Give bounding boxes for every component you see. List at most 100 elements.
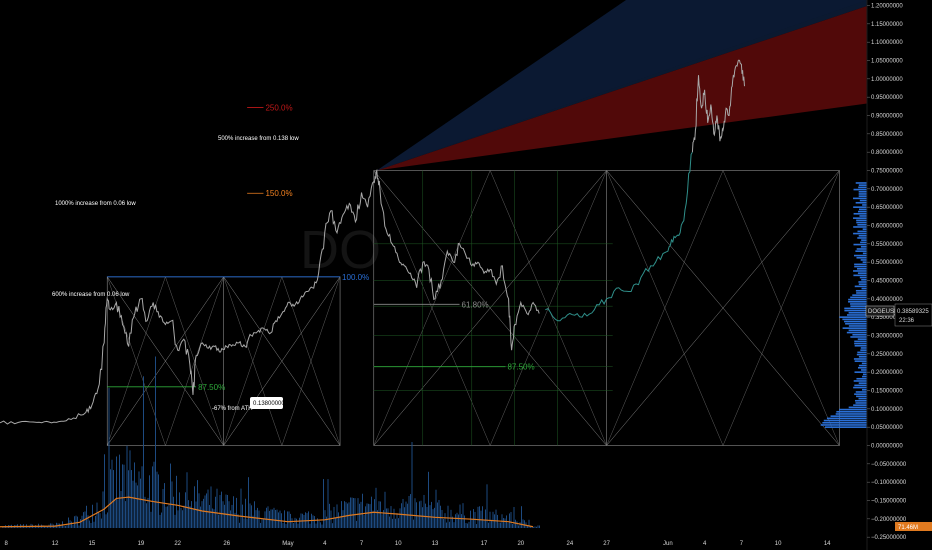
- price-line-projection: [545, 151, 693, 322]
- y-tick-label: 1.15000000: [871, 22, 903, 28]
- x-tick-label: 4: [703, 541, 707, 547]
- volume-bar: [503, 518, 504, 528]
- y-tick-label: −0.25000000: [871, 535, 907, 541]
- profile-bar: [859, 199, 867, 202]
- volume-bar: [303, 515, 305, 528]
- profile-bar: [822, 421, 867, 424]
- volume-bar: [485, 509, 486, 528]
- volume-bar: [122, 464, 123, 528]
- volume-bar: [186, 472, 188, 528]
- volume-bar: [230, 510, 231, 528]
- volume-bar: [101, 518, 102, 528]
- volume-bar: [150, 511, 152, 528]
- volume-bar: [240, 488, 242, 528]
- low-price-label: 0.13800000: [253, 401, 285, 407]
- volume-bar: [363, 514, 365, 528]
- volume-bar: [342, 510, 344, 528]
- profile-bar: [853, 206, 867, 208]
- volume-bar: [437, 502, 438, 528]
- volume-bar: [389, 516, 390, 528]
- volume-bar: [516, 521, 518, 528]
- profile-bar: [850, 305, 867, 307]
- y-tick-label: 0.35000000: [871, 315, 903, 321]
- volume-bar: [495, 509, 497, 528]
- volume-bar: [455, 514, 456, 528]
- profile-bar: [852, 333, 867, 336]
- volume-bar: [383, 510, 384, 528]
- x-tick-label: 22: [174, 541, 181, 547]
- profile-bar: [854, 371, 867, 373]
- profile-bar: [853, 404, 867, 406]
- volume-bar: [536, 526, 537, 528]
- volume-bar: [168, 504, 170, 528]
- volume-bar: [338, 512, 339, 528]
- profile-bar: [854, 265, 867, 268]
- x-tick-label: 20: [517, 541, 524, 547]
- profile-bar: [855, 182, 867, 184]
- volume-tag: [895, 522, 932, 531]
- volume-bar: [450, 509, 452, 528]
- price-line-dogeusd: [0, 168, 540, 425]
- volume-bar: [335, 517, 336, 528]
- volume-bar: [179, 492, 180, 528]
- y-tick-label: 1.05000000: [871, 59, 903, 65]
- volume-bar: [227, 494, 228, 528]
- volume-bar: [471, 518, 473, 528]
- volume-bar: [287, 511, 288, 528]
- volume-bar: [285, 524, 287, 528]
- fib-label: 250.0%: [265, 103, 292, 112]
- volume-ma: [0, 496, 534, 528]
- volume-bar: [404, 507, 405, 528]
- volume-bar: [65, 525, 66, 528]
- fib-label: 87.50%: [507, 363, 534, 372]
- volume-bar: [534, 526, 536, 528]
- gann-fan-line: [165, 276, 224, 446]
- profile-bar: [853, 212, 867, 215]
- volume-bar: [251, 505, 252, 528]
- y-axis: 1.20000000 1.15000000 1.10000000 1.05000000…: [867, 4, 907, 541]
- volume-bar: [447, 505, 449, 528]
- volume-bar: [360, 501, 362, 528]
- volume-bar: [141, 466, 143, 528]
- volume-bar: [252, 515, 254, 528]
- volume-bar: [291, 518, 293, 528]
- volume-bar: [434, 507, 435, 528]
- profile-bar: [856, 377, 867, 380]
- profile-bar: [861, 388, 867, 391]
- y-tick-label: −0.05000000: [871, 462, 907, 468]
- annotation-67pct: -67% from ATH: [212, 406, 253, 412]
- profile-bar: [848, 298, 867, 301]
- volume-bar: [321, 524, 323, 528]
- volume-bar: [93, 521, 95, 528]
- profile-bar: [844, 309, 867, 312]
- volume-bar: [426, 507, 428, 528]
- profile-bar: [853, 217, 867, 219]
- profile-bar: [862, 252, 867, 255]
- volume-bar: [194, 486, 195, 528]
- volume-bar: [435, 489, 437, 528]
- x-axis: 8 12 15 19 22 26 May 4 7 10 13 17 20 24 27 Jun 4 7 10 14: [4, 541, 831, 547]
- volume-bar: [68, 517, 69, 528]
- volume-bar: [438, 499, 440, 528]
- volume-bar: [177, 510, 179, 528]
- y-tick-label: 0.80000000: [871, 150, 903, 156]
- volume-bar: [314, 516, 315, 528]
- x-tick-label: 26: [223, 541, 230, 547]
- profile-bar: [854, 254, 867, 257]
- profile-bar: [854, 384, 867, 387]
- profile-bar: [853, 232, 867, 235]
- volume-bar: [341, 501, 342, 528]
- volume-bar: [146, 503, 147, 528]
- y-tick-label: 0.15000000: [871, 389, 903, 395]
- volume-bar: [539, 525, 540, 528]
- gann-fan-line: [223, 276, 283, 446]
- profile-bar: [855, 289, 867, 292]
- volume-bar: [282, 523, 284, 528]
- volume-bar: [210, 486, 212, 528]
- volume-bar: [498, 522, 500, 528]
- volume-bar: [258, 510, 260, 528]
- volume-bar: [410, 494, 411, 528]
- volume-bar: [183, 505, 185, 528]
- gann-fan-line: [606, 170, 724, 446]
- profile-bar: [845, 322, 867, 325]
